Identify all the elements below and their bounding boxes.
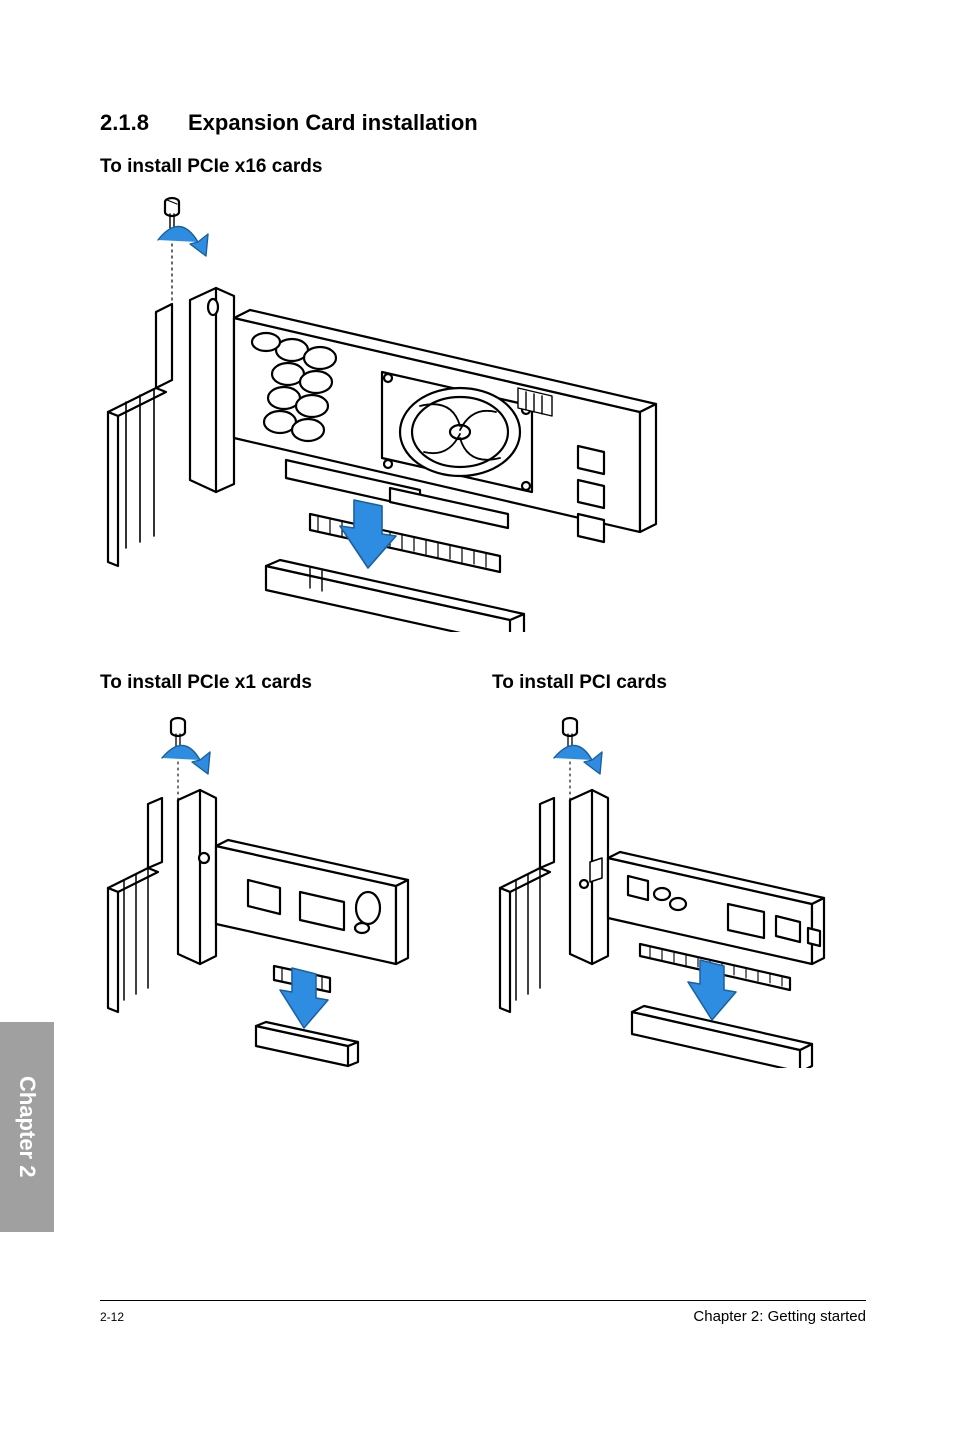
chapter-side-tab: Chapter 2 [0, 1022, 54, 1232]
section-title: Expansion Card installation [188, 110, 478, 135]
footer-rule [100, 1300, 866, 1301]
subheading-pcie-x1: To install PCIe x1 cards [100, 672, 462, 694]
subheading-pci: To install PCI cards [492, 672, 854, 694]
side-tab-label: Chapter 2 [14, 1076, 40, 1177]
footer-chapter: Chapter 2: Getting started [693, 1308, 866, 1325]
page-number: 2-12 [100, 1308, 124, 1325]
figure-pcie-x16 [100, 192, 660, 632]
figure-pcie-x1 [100, 708, 440, 1068]
subheading-pcie-x16: To install PCIe x16 cards [100, 156, 854, 178]
section-number: 2.1.8 [100, 110, 188, 136]
figure-pci [492, 708, 832, 1068]
section-heading: 2.1.8Expansion Card installation [100, 110, 854, 136]
page-footer: 2-12 Chapter 2: Getting started [100, 1308, 866, 1325]
